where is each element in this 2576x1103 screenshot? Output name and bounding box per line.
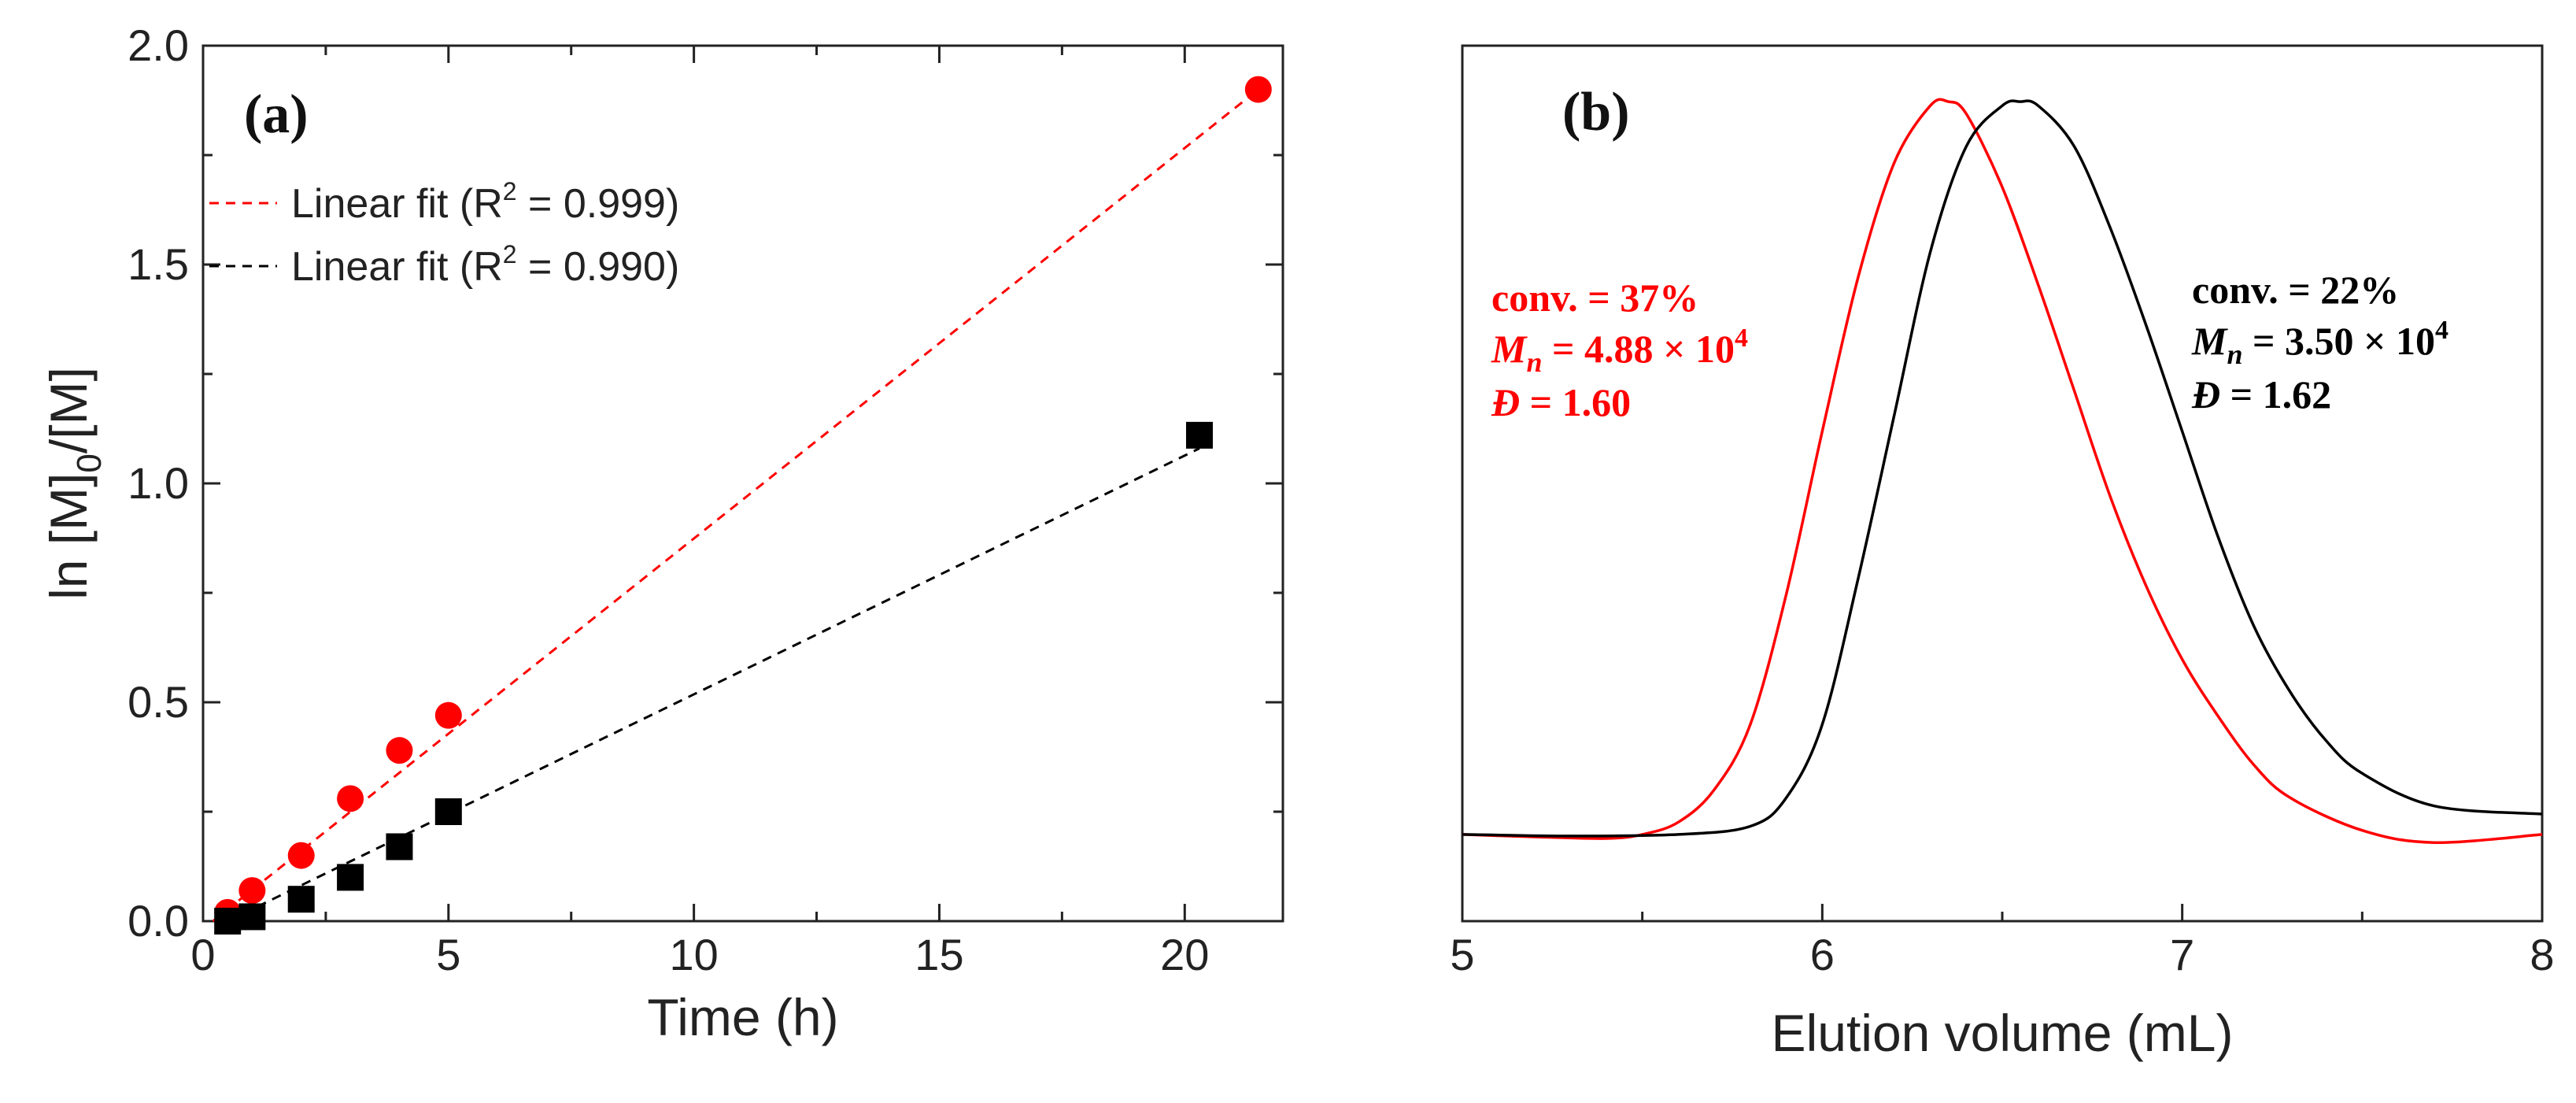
- annotation-black-conversion: conv. = 22%: [2192, 268, 2399, 312]
- panel-a-x-axis-title: Time (h): [647, 988, 838, 1046]
- panel-a-y-tick-label: 0.5: [128, 677, 189, 727]
- panel-b-x-axis-title: Elution volume (mL): [1772, 1004, 2234, 1062]
- trace-black: [1462, 99, 2543, 838]
- panel-b-traces: [1462, 98, 2543, 844]
- data-point-black-square: [287, 886, 315, 913]
- panel-a-x-tick-label: 0: [190, 930, 215, 979]
- legend-label-red-fit: Linear fit (R2 = 0.999): [291, 177, 679, 227]
- panel-a-x-tick-label: 10: [669, 930, 718, 979]
- panel-a-y-tick-label: 1.5: [128, 239, 189, 289]
- annotation-black-dispersity: Đ = 1.62: [2191, 372, 2331, 416]
- data-point-black-square: [1185, 421, 1213, 449]
- panel-b-x-tick-label: 6: [1810, 930, 1835, 979]
- panel-b-ticks: 5 6 7 8: [1450, 904, 2555, 979]
- fit-line-black: [227, 447, 1200, 923]
- panel-a-x-tick-label: 20: [1160, 930, 1209, 979]
- data-point-black-square: [214, 908, 242, 935]
- panel-a-plot-frame: [201, 44, 1284, 923]
- panel-b-x-tick-label: 7: [2170, 930, 2194, 979]
- panel-b-x-tick-label: 8: [2530, 930, 2554, 979]
- data-point-red-circle: [287, 842, 315, 869]
- panel-a-label: (a): [244, 84, 309, 145]
- trace-red: [1462, 98, 2543, 844]
- panel-a: 0 5 10 15 20 0.0 0.5 1.0 1.5 2.0 (a) Linear fit (…: [39, 20, 1284, 1046]
- panel-b: 5 6 7 8 (b) conv. = 37% Mn = 4.88 × 104 Đ =…: [1450, 44, 2555, 1062]
- panel-b-plot-frame: [1461, 44, 2544, 923]
- annotation-black: conv. = 22% Mn = 3.50 × 104 Đ = 1.62: [2191, 268, 2448, 416]
- panel-a-legend: Linear fit (R2 = 0.999) Linear fit (R2 =…: [209, 177, 679, 290]
- panel-a-y-tick-label: 1.0: [128, 458, 189, 508]
- annotation-red-mn: Mn = 4.88 × 104: [1491, 324, 1748, 378]
- panel-a-y-tick-label: 2.0: [128, 20, 189, 70]
- panel-a-fit-lines: [212, 88, 1259, 923]
- data-point-black-square: [434, 798, 462, 825]
- panel-a-x-tick-label: 5: [436, 930, 460, 979]
- panel-a-x-tick-label: 15: [915, 930, 963, 979]
- panel-b-x-tick-label: 5: [1450, 930, 1474, 979]
- data-point-red-circle: [386, 737, 413, 764]
- legend-label-black-fit: Linear fit (R2 = 0.990): [291, 240, 679, 290]
- panel-a-data-points: [214, 76, 1272, 935]
- fit-line-red: [212, 88, 1259, 923]
- panel-a-y-axis-title: ln [M]0/[M]: [39, 367, 109, 600]
- panel-a-y-tick-label: 0.0: [128, 896, 189, 946]
- annotation-red-dispersity: Đ = 1.60: [1491, 380, 1631, 424]
- annotation-red: conv. = 37% Mn = 4.88 × 104 Đ = 1.60: [1491, 276, 1748, 424]
- data-point-red-circle: [238, 877, 266, 905]
- panel-b-label: (b): [1562, 82, 1630, 143]
- data-point-black-square: [238, 903, 266, 931]
- panel-a-ticks: 0 5 10 15 20 0.0 0.5 1.0 1.5 2.0: [128, 20, 1283, 979]
- data-point-red-circle: [1244, 76, 1272, 103]
- data-point-red-circle: [337, 785, 364, 812]
- annotation-red-conversion: conv. = 37%: [1491, 276, 1698, 320]
- data-point-red-circle: [434, 701, 462, 729]
- data-point-black-square: [337, 864, 364, 891]
- data-point-black-square: [386, 833, 413, 861]
- annotation-black-mn: Mn = 3.50 × 104: [2191, 316, 2448, 370]
